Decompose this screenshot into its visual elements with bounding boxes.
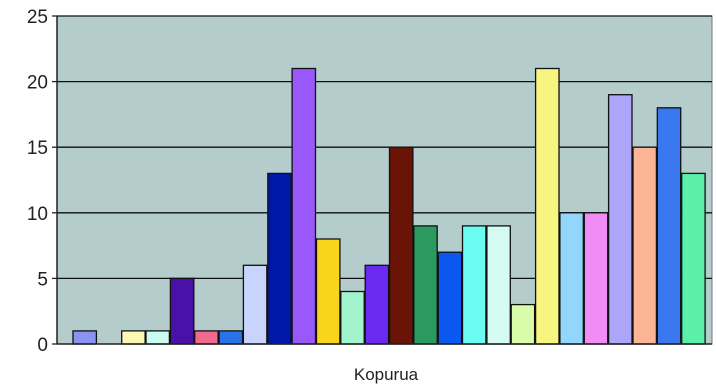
bar-20: [534, 67, 560, 345]
y-axis-ticks: 0 5 10 15 20 25: [27, 7, 57, 356]
bar-16: [437, 251, 463, 345]
bar-18: [486, 225, 511, 345]
axes: [56, 16, 712, 345]
bar-25: [656, 107, 682, 345]
bar-19: [510, 303, 536, 345]
bar-23: [607, 94, 633, 345]
bar-17: [461, 225, 487, 345]
y-tick-label: 5: [37, 269, 48, 290]
bar-24: [632, 146, 658, 345]
y-tick-label: 25: [27, 7, 48, 28]
bar-15: [413, 225, 438, 345]
bar-14: [388, 146, 414, 345]
bars: [72, 67, 706, 345]
x-axis-title: Kopurua: [354, 365, 419, 384]
y-tick-label: 20: [27, 73, 48, 94]
bar-5: [169, 277, 195, 345]
bar-11: [315, 238, 341, 345]
y-tick-label: 10: [27, 204, 48, 225]
bar-9: [267, 172, 292, 345]
y-tick-label: 0: [37, 335, 48, 356]
bar-13: [364, 264, 390, 345]
bar-6: [194, 330, 219, 345]
y-tick-label: 15: [27, 138, 48, 159]
bar-1: [72, 330, 98, 345]
bar-3: [121, 330, 146, 345]
bar-22: [583, 212, 609, 345]
bar-21: [559, 212, 584, 345]
bar-10: [291, 67, 317, 345]
bar-26: [681, 172, 706, 345]
bar-7: [218, 330, 244, 345]
bar-12: [340, 290, 365, 345]
bar-8: [242, 264, 268, 345]
bar-4: [145, 330, 171, 345]
